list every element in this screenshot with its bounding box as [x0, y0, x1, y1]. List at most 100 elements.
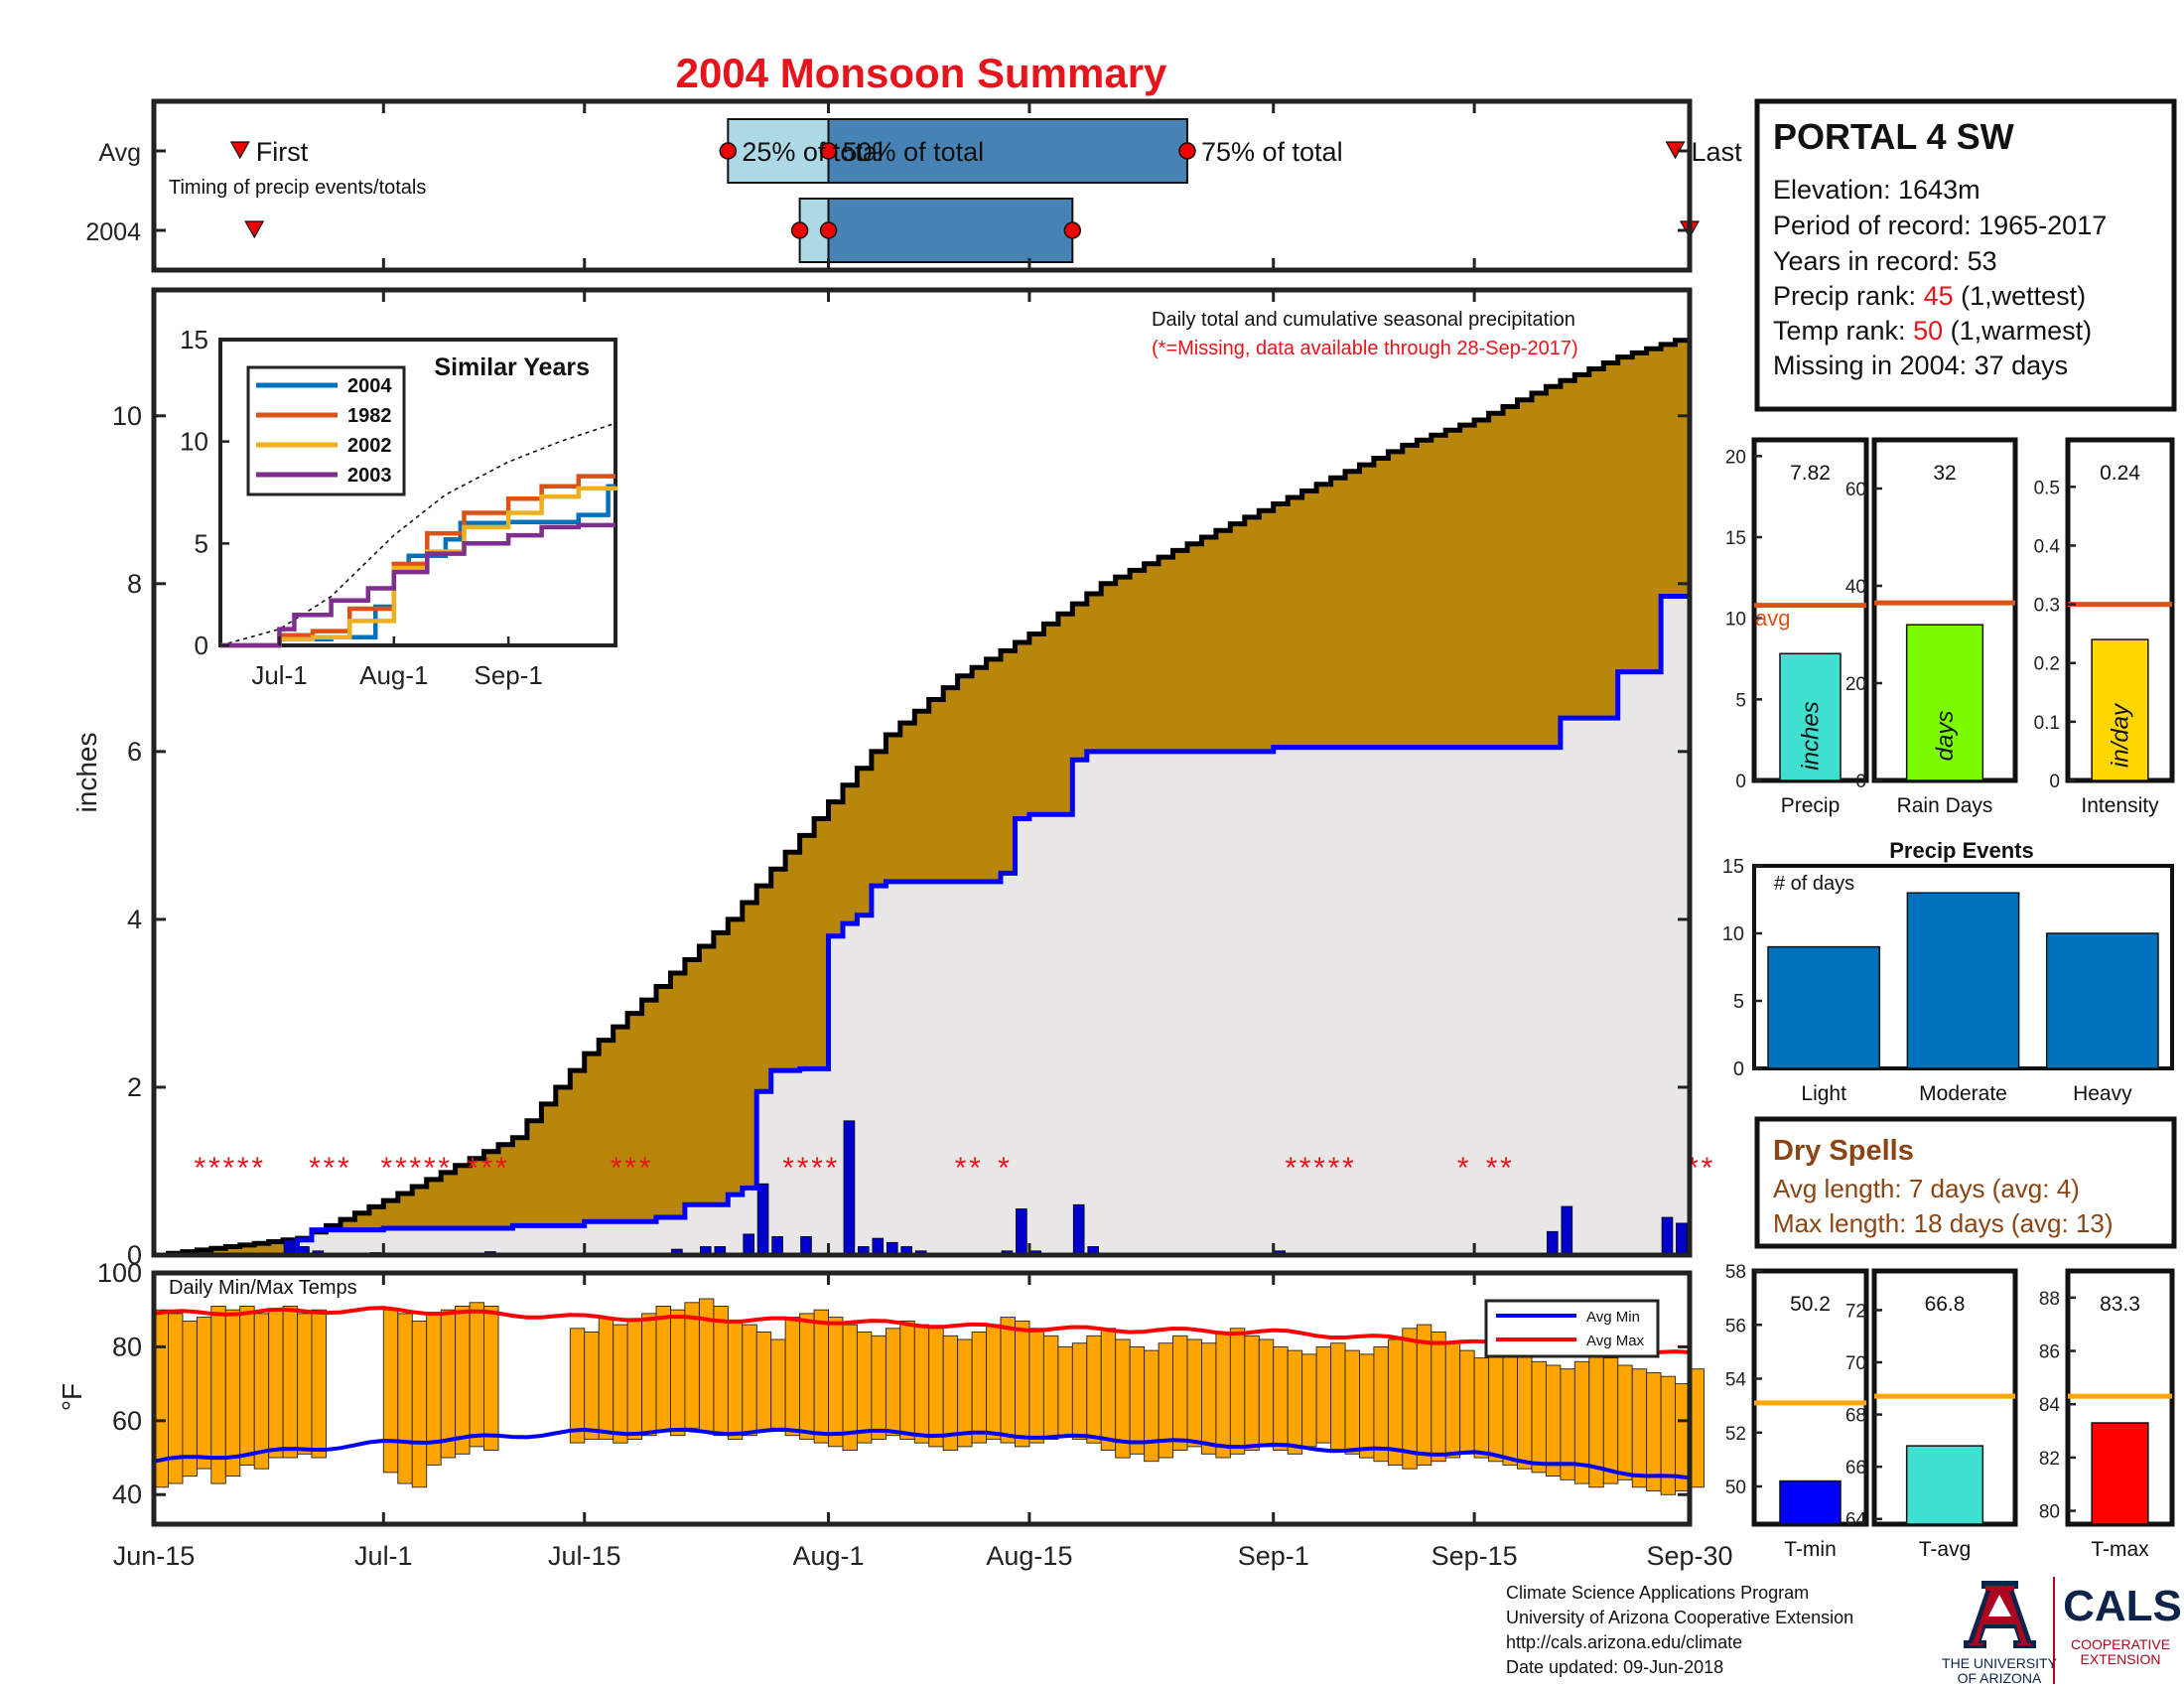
intensity-stat-panel-y-tick-label: 0 — [2049, 772, 2060, 792]
tmax-stat-panel-value-label: 83.3 — [2100, 1293, 2140, 1316]
footer-line-2: University of Arizona Cooperative Extens… — [1506, 1608, 1853, 1627]
x-tick-label: Jul-15 — [548, 1541, 621, 1571]
daily-precip-bar — [800, 1236, 812, 1256]
temp-range-bar — [813, 1309, 830, 1444]
tmax-stat-panel-y-tick-label: 82 — [2039, 1449, 2060, 1470]
missing-day-marker: * — [380, 1152, 392, 1185]
inset-x-tick-label: Sep-1 — [474, 660, 542, 690]
timing-label-25: 25% of total — [742, 137, 884, 167]
missing-day-marker: * — [424, 1152, 436, 1185]
missing-day-marker: * — [1500, 1152, 1512, 1185]
main-annotation: Daily total and cumulative seasonal prec… — [1152, 309, 1575, 331]
temp-range-bar — [755, 1332, 772, 1433]
temp-range-bar — [598, 1317, 614, 1440]
missing-day-marker: * — [1313, 1152, 1325, 1185]
inset-legend-label: 2004 — [347, 375, 392, 397]
main-y-axis-label: inches — [71, 733, 102, 813]
precip-main-panel: Daily total and cumulative seasonal prec… — [71, 287, 1713, 1270]
precip-stat-panel-y-tick-label: 5 — [1735, 690, 1746, 711]
temp-range-bar — [1287, 1349, 1303, 1455]
main-plot-frame — [151, 287, 1693, 1258]
temp-y-tick-label: 60 — [112, 1406, 142, 1436]
temp-range-bar — [1258, 1338, 1275, 1448]
timing-row-avg-label: Avg — [98, 139, 141, 167]
events-y-tick-label: 15 — [1722, 856, 1744, 878]
timing-percentile-marker — [1178, 142, 1196, 160]
missing-day-marker: * — [639, 1152, 651, 1185]
similar-years-inset: Similar Years 2004 1982 2002 2003 0 5 10 15 Jul-1… — [180, 325, 618, 690]
temp-range-bar — [397, 1313, 413, 1484]
precip-rank-value: 45 — [1924, 281, 1954, 311]
temp-range-bar — [1488, 1353, 1504, 1463]
temp-range-bar — [1444, 1342, 1461, 1459]
temp-range-bar — [928, 1328, 944, 1448]
inset-legend-label: 2003 — [347, 465, 392, 487]
intensity-stat-panel-y-tick-label: 0.3 — [2034, 596, 2060, 617]
tmin-stat-panel-y-tick-label: 54 — [1725, 1370, 1747, 1391]
temp-range-bar — [297, 1313, 313, 1455]
missing-day-marker: * — [1702, 1152, 1713, 1185]
missing-day-marker: * — [826, 1152, 838, 1185]
station-temp-rank: Temp rank: 50 (1,warmest) — [1773, 316, 2092, 346]
timing-box-50-75 — [827, 198, 1074, 263]
daily-precip-bar — [1016, 1208, 1027, 1256]
temp-range-bar — [613, 1324, 628, 1444]
missing-day-marker: * — [481, 1152, 493, 1185]
events-category-label: Light — [1801, 1082, 1846, 1105]
x-tick-label: Jul-1 — [354, 1541, 413, 1571]
cals-logo-text: CALS — [2063, 1582, 2182, 1630]
precip-stat-panel-unit-label: inches — [1798, 701, 1825, 770]
main-y-tick-label: 2 — [127, 1072, 142, 1102]
temp-range-bar — [1273, 1345, 1289, 1452]
x-tick-label: Sep-15 — [1432, 1541, 1518, 1571]
footer-credits: Climate Science Applications Program Uni… — [1506, 1583, 1853, 1677]
temp-range-bar — [282, 1306, 299, 1459]
temp-plot-frame — [151, 1270, 1693, 1527]
temp-range-bar — [1431, 1332, 1446, 1463]
inset-x-tick-label: Aug-1 — [359, 660, 428, 690]
avg-min-temp-line — [153, 1427, 1691, 1480]
events-y-tick-label: 10 — [1722, 923, 1744, 945]
precip-stat-panel-y-tick-label: 20 — [1725, 447, 1746, 468]
station-elevation: Elevation: 1643m — [1773, 175, 1980, 205]
missing-day-marker: * — [1299, 1152, 1311, 1185]
temp-y-tick-label: 40 — [112, 1479, 142, 1509]
dry-spells-frame — [1754, 1116, 2177, 1249]
tavg-stat-panel-y-tick-label: 64 — [1845, 1510, 1867, 1531]
main-y-tick-label: 8 — [127, 569, 142, 599]
temp-range-bar — [713, 1306, 729, 1437]
tmin-stat-panel-bar — [1779, 1479, 1842, 1525]
precip-events-panel: Precip Events # of days Light Moderate Hea… — [1722, 838, 2174, 1105]
rain-days-stat-panel-value-label: 32 — [1933, 462, 1956, 485]
block-a-hole-icon — [1988, 1595, 2011, 1617]
temp-y-axis-label: °F — [57, 1383, 87, 1411]
events-bar — [1906, 892, 2020, 1069]
events-category-label: Heavy — [2073, 1082, 2132, 1105]
temp-range-bar — [1057, 1345, 1073, 1437]
missing-day-marker: * — [467, 1152, 478, 1185]
tavg-stat-panel-bar — [1905, 1445, 1984, 1525]
footer-line-1: Climate Science Applications Program — [1506, 1583, 1809, 1603]
inset-legend-label: 1982 — [347, 405, 392, 427]
main-missing-note: (*=Missing, data available through 28-Se… — [1152, 338, 1578, 359]
timing-label-last: Last — [1692, 137, 1743, 167]
x-tick-label: Sep-1 — [1238, 1541, 1309, 1571]
intensity-stat-panel-bar — [2091, 638, 2149, 781]
missing-day-marker: * — [1285, 1152, 1297, 1185]
missing-day-marker: * — [195, 1152, 206, 1185]
station-precip-rank: Precip rank: 45 (1,wettest) — [1773, 281, 2086, 311]
daily-precip-bar — [1547, 1230, 1559, 1256]
footer-line-3: http://cals.arizona.edu/climate — [1506, 1632, 1742, 1652]
inset-y-tick-label: 10 — [180, 427, 208, 457]
temp-range-bar — [1229, 1328, 1246, 1455]
inset-series-line-2003 — [220, 522, 615, 648]
cals-logo: CALS COOPERATIVE EXTENSION — [2063, 1582, 2182, 1667]
temp-range-bar — [913, 1324, 930, 1444]
x-tick-label: Aug-1 — [792, 1541, 864, 1571]
temp-range-bar — [469, 1302, 485, 1448]
temp-range-bar — [899, 1320, 915, 1440]
missing-day-marker: * — [811, 1152, 823, 1185]
temp-range-bar — [626, 1320, 643, 1440]
temp-range-bar — [1344, 1349, 1360, 1455]
